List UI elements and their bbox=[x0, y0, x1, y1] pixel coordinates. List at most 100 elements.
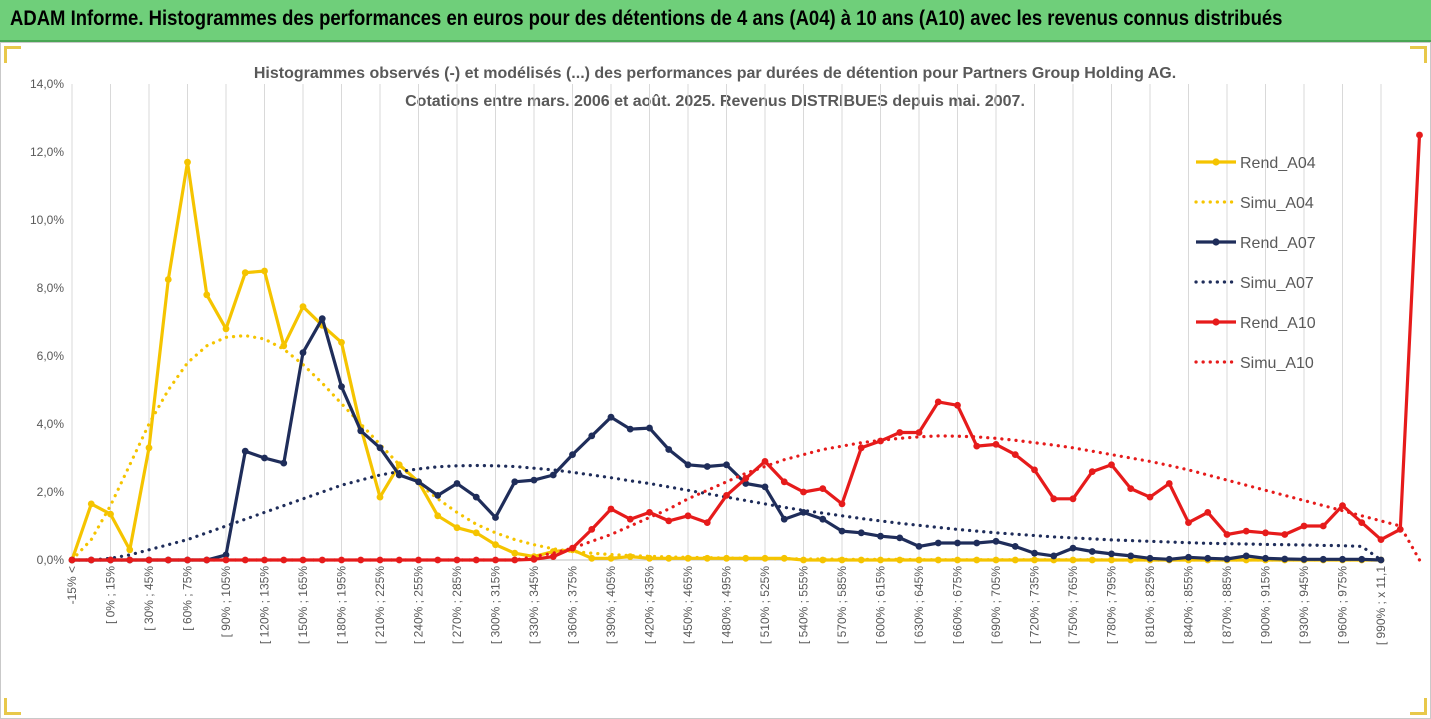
data-point bbox=[1165, 555, 1173, 563]
data-point bbox=[1358, 519, 1366, 526]
data-point bbox=[87, 556, 95, 564]
data-point bbox=[703, 463, 711, 470]
data-point bbox=[703, 519, 711, 526]
data-point bbox=[1031, 556, 1038, 564]
resize-handle-top-right[interactable] bbox=[1410, 46, 1427, 63]
data-point bbox=[164, 556, 172, 564]
data-point bbox=[1262, 529, 1269, 537]
data-point bbox=[665, 517, 673, 525]
legend-entry: Simu_A10 bbox=[1194, 355, 1314, 372]
data-point bbox=[857, 444, 865, 452]
data-point bbox=[434, 556, 442, 564]
data-point bbox=[511, 556, 519, 564]
data-point bbox=[819, 485, 827, 492]
series-line bbox=[70, 434, 1422, 562]
x-tick-label: [ 690% ; 705% bbox=[989, 566, 1003, 644]
data-point bbox=[145, 444, 153, 452]
x-tick-label: [ 810% ; 825% bbox=[1143, 566, 1157, 644]
data-point bbox=[1204, 509, 1212, 516]
data-point bbox=[184, 556, 191, 564]
data-point bbox=[164, 276, 172, 283]
data-point bbox=[107, 510, 114, 518]
resize-handle-bottom-left[interactable] bbox=[4, 698, 21, 715]
x-tick-label: [ 600% ; 615% bbox=[874, 566, 888, 644]
y-tick-label: 6,0% bbox=[37, 349, 65, 363]
data-point bbox=[607, 413, 615, 421]
series-rend-a10 bbox=[68, 131, 1423, 564]
y-tick-label: 14,0% bbox=[30, 77, 64, 91]
data-point bbox=[723, 461, 730, 469]
x-tick-label: [ 870% ; 885% bbox=[1220, 566, 1234, 644]
resize-handle-top-left[interactable] bbox=[4, 46, 21, 63]
legend-entry: Simu_A07 bbox=[1194, 275, 1314, 292]
data-point bbox=[626, 515, 634, 523]
x-tick-label: [ 390% ; 405% bbox=[604, 566, 618, 644]
data-point bbox=[1108, 556, 1115, 564]
y-tick-label: 0,0% bbox=[37, 553, 65, 567]
data-point bbox=[338, 383, 345, 390]
legend-label: Rend_A10 bbox=[1240, 315, 1316, 332]
data-point bbox=[780, 515, 788, 523]
data-point bbox=[222, 325, 230, 333]
data-point bbox=[376, 556, 384, 564]
data-point bbox=[626, 425, 634, 433]
data-point bbox=[761, 458, 769, 465]
data-point bbox=[973, 556, 981, 564]
data-point bbox=[838, 500, 846, 508]
data-point bbox=[1011, 451, 1019, 458]
legend-label: Simu_A07 bbox=[1240, 275, 1314, 292]
data-point bbox=[1416, 131, 1423, 139]
data-point bbox=[646, 509, 653, 516]
data-point bbox=[1204, 554, 1212, 562]
data-point bbox=[511, 549, 519, 557]
data-point bbox=[1377, 536, 1385, 543]
data-point bbox=[338, 339, 345, 346]
data-point bbox=[241, 269, 249, 277]
data-point bbox=[877, 532, 884, 540]
data-point bbox=[934, 539, 942, 547]
data-point bbox=[703, 554, 711, 562]
data-point bbox=[761, 483, 769, 491]
data-point bbox=[318, 556, 326, 564]
legend-entry: Rend_A07 bbox=[1196, 235, 1316, 252]
data-point bbox=[569, 451, 576, 458]
data-point bbox=[395, 471, 403, 479]
data-point bbox=[549, 553, 557, 560]
data-point bbox=[434, 492, 442, 499]
chart-legend: Rend_A04 Simu_A04 Rend_A07 Simu_A07 Rend_A10… bbox=[1194, 155, 1316, 372]
x-tick-label: [ 780% ; 795% bbox=[1105, 566, 1119, 644]
series-line bbox=[70, 333, 1383, 562]
x-tick-label: [ 570% ; 585% bbox=[835, 566, 849, 644]
data-point bbox=[723, 492, 730, 499]
data-point bbox=[646, 424, 653, 432]
data-point bbox=[415, 478, 422, 486]
y-tick-label: 8,0% bbox=[37, 281, 65, 295]
data-point bbox=[1127, 485, 1135, 492]
data-point bbox=[1108, 461, 1115, 469]
data-point bbox=[1088, 468, 1096, 475]
data-point bbox=[492, 556, 499, 564]
data-point bbox=[1319, 555, 1327, 563]
data-point bbox=[588, 554, 596, 562]
legend-label: Simu_A10 bbox=[1240, 355, 1314, 372]
data-point bbox=[299, 556, 307, 564]
x-tick-label: [ 0% ; 15% bbox=[104, 566, 118, 624]
data-point bbox=[973, 539, 981, 547]
data-point bbox=[973, 442, 981, 450]
data-point bbox=[492, 541, 499, 549]
data-point bbox=[357, 556, 365, 564]
data-point bbox=[357, 427, 365, 435]
x-tick-label: [ 720% ; 735% bbox=[1028, 566, 1042, 644]
data-point bbox=[1165, 480, 1173, 487]
x-tick-label: [ 900% ; 915% bbox=[1259, 566, 1273, 644]
data-point bbox=[665, 446, 673, 453]
data-point bbox=[896, 556, 904, 564]
x-tick-label: [ 960% ; 975% bbox=[1336, 566, 1350, 644]
y-tick-label: 2,0% bbox=[37, 485, 65, 499]
resize-handle-bottom-right[interactable] bbox=[1410, 698, 1427, 715]
data-point bbox=[1050, 552, 1058, 560]
data-point bbox=[1319, 522, 1327, 530]
x-tick-label: [ 360% ; 375% bbox=[566, 566, 580, 644]
data-point bbox=[1223, 531, 1231, 538]
